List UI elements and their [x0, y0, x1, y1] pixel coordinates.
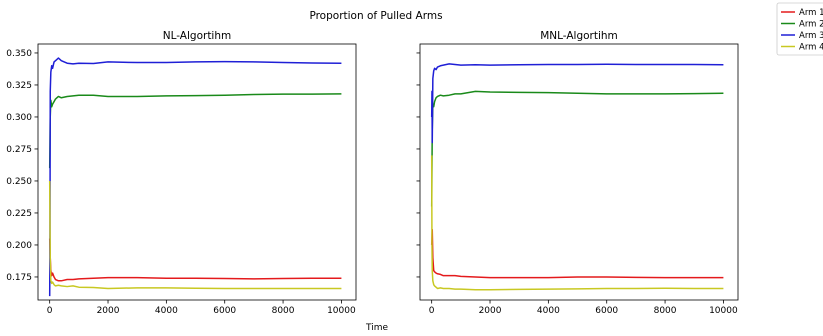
- x-tick-label: 2000: [479, 306, 502, 316]
- y-tick-label: 0.275: [6, 145, 32, 155]
- legend-label-4: Arm 4: [799, 43, 823, 53]
- x-tick-label: 2000: [97, 306, 120, 316]
- x-tick-label: 0: [47, 306, 53, 316]
- legend-box: [776, 2, 823, 56]
- series-line-3: [430, 63, 724, 144]
- legend-label-3: Arm 3: [799, 31, 823, 41]
- x-tick-label: 0: [429, 306, 435, 316]
- x-tick-label: 8000: [654, 306, 677, 316]
- right-chart-panel: MNL-Algortihm 0 2000 4000 6000 8000 10000: [416, 30, 739, 316]
- y-tick-label: 0.250: [6, 177, 32, 187]
- series-line-2: [48, 93, 342, 169]
- y-tick-label: 0.350: [6, 49, 32, 59]
- axes-frame: [37, 43, 357, 301]
- chart-title: NL-Algortihm: [163, 30, 232, 42]
- y-tick-label: 0.300: [6, 113, 32, 123]
- series-line-3: [48, 57, 342, 297]
- series-line-2: [430, 90, 724, 207]
- x-tick-label: 4000: [537, 306, 560, 316]
- x-tick-label: 4000: [155, 306, 178, 316]
- chart-title: MNL-Algortihm: [540, 30, 618, 42]
- series-line-1: [430, 228, 724, 279]
- y-tick-label: 0.200: [6, 241, 32, 251]
- legend-label-1: Arm 1: [799, 8, 823, 18]
- series-line-1: [48, 238, 342, 282]
- y-tick-label: 0.225: [6, 209, 32, 219]
- axes-frame: [419, 43, 739, 301]
- legend-label-2: Arm 2: [799, 20, 823, 30]
- figure-suptitle: Proportion of Pulled Arms: [309, 10, 442, 22]
- x-tick-label: 6000: [595, 306, 618, 316]
- series-line-4: [48, 180, 342, 290]
- x-tick-label: 6000: [213, 306, 236, 316]
- series-line-4: [430, 155, 724, 291]
- x-tick-label: 8000: [272, 306, 295, 316]
- x-tick-label: 10000: [709, 306, 738, 316]
- left-chart-panel: NL-Algortihm 0 2000 4000 6000 8000 10000 0.175 0…: [6, 30, 357, 316]
- x-tick-label: 10000: [327, 306, 356, 316]
- y-tick-label: 0.325: [6, 81, 32, 91]
- figure-xlabel: Time: [365, 323, 388, 333]
- y-tick-label: 0.175: [6, 273, 32, 283]
